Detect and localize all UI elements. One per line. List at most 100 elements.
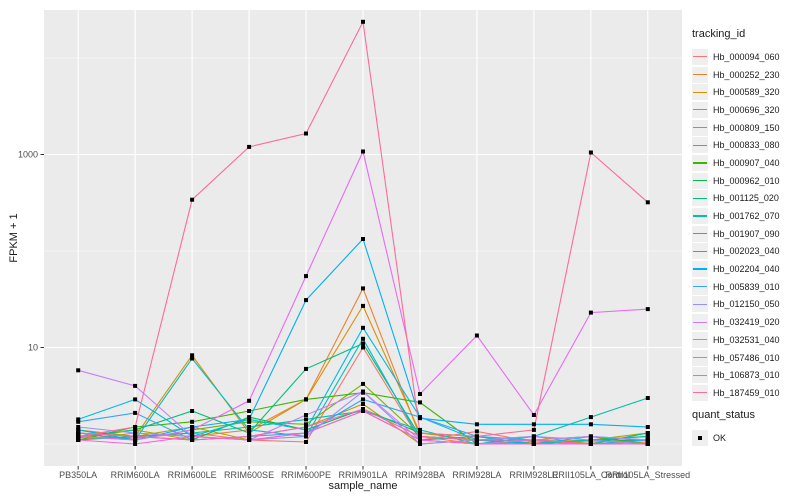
legend-label: Hb_106873_010: [713, 370, 780, 381]
legend-label: Hb_057486_010: [713, 352, 780, 363]
data-point: [418, 434, 422, 439]
data-point: [190, 427, 195, 432]
quant-legend-key: [692, 429, 708, 446]
legend-title-tracking-id: tracking_id: [692, 28, 746, 40]
data-point: [247, 427, 252, 432]
data-point: [474, 429, 479, 434]
data-point: [645, 431, 650, 435]
quant-legend-item: OK: [692, 429, 798, 447]
legend-item-Hb_001125_020: Hb_001125_020: [692, 190, 798, 208]
data-point: [247, 431, 252, 435]
data-point: [361, 325, 365, 330]
legend-label: Hb_000589_320: [713, 87, 780, 98]
legend-color-line: [693, 56, 707, 58]
legend-key-swatch: [692, 119, 708, 136]
data-point: [190, 419, 195, 424]
legend-key-swatch: [692, 296, 708, 313]
data-point: [190, 353, 195, 358]
legend-key-swatch: [692, 84, 708, 101]
legend-key-swatch: [692, 225, 708, 242]
data-point: [474, 422, 479, 427]
data-point: [474, 333, 479, 338]
data-point: [361, 345, 365, 350]
x-tick-label: RRII105LA_Stressed: [606, 470, 691, 480]
x-tick-label: RRIM600SE: [224, 470, 274, 480]
data-point: [474, 438, 479, 442]
legend-item-Hb_012150_050: Hb_012150_050: [692, 296, 798, 314]
legend-key-swatch: [692, 367, 708, 384]
legend-key-swatch: [692, 243, 708, 260]
data-point: [531, 434, 536, 439]
legend-color-line: [693, 109, 707, 111]
x-tick-label: RRIM600PE: [281, 470, 331, 480]
data-point: [588, 434, 593, 439]
legend-label: Hb_002023_040: [713, 246, 780, 257]
data-point: [304, 417, 308, 422]
legend-item-Hb_000252_230: Hb_000252_230: [692, 66, 798, 84]
legend-color-line: [693, 197, 707, 199]
data-point: [645, 425, 650, 429]
legend-item-Hb_005839_010: Hb_005839_010: [692, 278, 798, 296]
data-point: [588, 442, 593, 446]
data-point: [76, 438, 81, 442]
data-point: [76, 434, 81, 439]
y-axis-title: FPKM + 1: [8, 213, 20, 263]
data-point: [190, 409, 195, 413]
legend-item-Hb_000809_150: Hb_000809_150: [692, 119, 798, 137]
data-point: [76, 368, 81, 373]
legend-label: Hb_001125_020: [713, 193, 779, 204]
data-point: [247, 409, 252, 413]
legend-color-line: [693, 286, 707, 288]
y-tick-label: 10: [28, 343, 38, 353]
data-point: [190, 197, 195, 202]
legend-item-Hb_032419_020: Hb_032419_020: [692, 313, 798, 331]
legend-color-line: [693, 339, 707, 341]
data-point: [531, 438, 536, 442]
legend-items: Hb_000094_060 Hb_000252_230 Hb_000589_320 H…: [692, 48, 798, 402]
data-point: [588, 415, 593, 420]
data-point: [133, 383, 138, 388]
legend-item-Hb_032531_040: Hb_032531_040: [692, 331, 798, 349]
data-point: [133, 431, 138, 435]
data-point: [247, 417, 252, 422]
data-point: [133, 442, 138, 446]
legend-key-swatch: [692, 154, 708, 171]
data-point: [304, 440, 308, 444]
legend-label: Hb_000809_150: [713, 122, 780, 133]
legend-color-line: [693, 321, 707, 323]
legend-color-line: [693, 73, 707, 76]
data-point: [645, 442, 650, 446]
legend-key-swatch: [692, 208, 708, 225]
data-point: [474, 434, 479, 439]
data-point: [190, 434, 195, 439]
data-point: [531, 422, 536, 427]
data-point: [190, 425, 195, 429]
data-point: [247, 419, 252, 424]
data-point: [418, 427, 422, 432]
data-point: [190, 356, 195, 361]
legend-label: Hb_000696_320: [713, 104, 780, 115]
data-point: [361, 286, 365, 291]
data-point: [418, 442, 422, 446]
data-point: [304, 274, 308, 279]
data-point: [361, 336, 365, 341]
x-tick-label: RRIM928LE: [509, 470, 558, 480]
legend-label: Hb_032531_040: [713, 334, 780, 345]
legend-item-Hb_000907_040: Hb_000907_040: [692, 154, 798, 172]
x-tick-label: PB350LA: [59, 470, 97, 480]
x-tick-label: RRIM928BA: [395, 470, 445, 480]
data-point: [474, 442, 479, 446]
legend-color-line: [693, 126, 707, 129]
legend-item-Hb_000094_060: Hb_000094_060: [692, 48, 798, 66]
data-point: [588, 438, 593, 442]
data-point: [247, 438, 252, 442]
data-point: [190, 431, 195, 435]
data-point: [76, 417, 81, 422]
data-point: [304, 397, 308, 402]
data-point: [418, 392, 422, 396]
legend-color-line: [693, 144, 707, 146]
legend-color-line: [693, 268, 707, 270]
data-point: [304, 425, 308, 429]
data-point: [304, 434, 308, 439]
